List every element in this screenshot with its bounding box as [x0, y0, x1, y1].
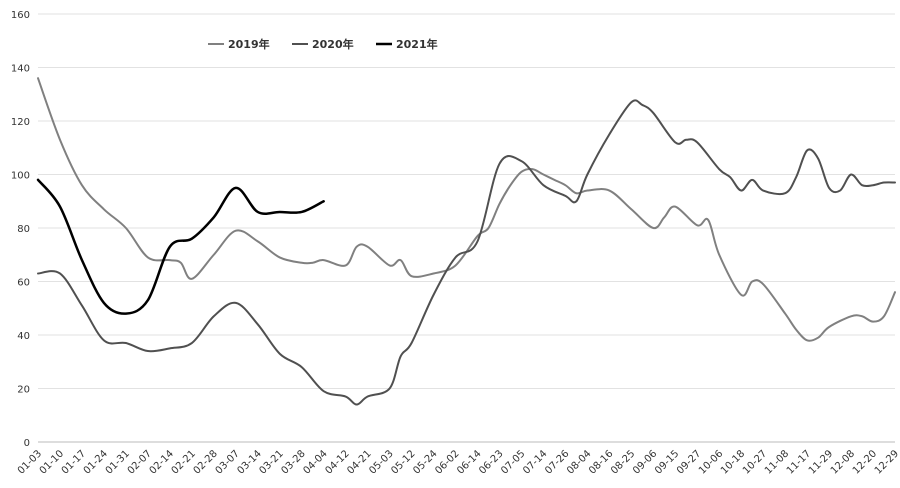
y-tick-label: 80 [17, 224, 30, 235]
x-tick-label: 04-04 [301, 448, 329, 476]
y-tick-label: 100 [11, 171, 30, 182]
x-tick-label: 01-24 [82, 448, 110, 476]
x-tick-label: 05-12 [389, 448, 417, 476]
x-tick-label: 12-08 [829, 448, 857, 476]
x-tick-label: 01-31 [104, 448, 132, 476]
y-tick-label: 20 [17, 385, 30, 396]
x-tick-label: 11-29 [807, 448, 835, 476]
gridlines [38, 13, 895, 443]
x-tick-label: 03-14 [236, 448, 264, 476]
x-tick-label: 10-27 [741, 448, 769, 476]
legend-label: 2020年 [312, 37, 354, 51]
x-tick-label: 05-03 [367, 448, 395, 476]
legend: 2019年 2020年 2021年 [208, 37, 438, 51]
x-tick-label: 01-10 [38, 448, 66, 476]
x-tick-label: 02-07 [126, 448, 154, 476]
x-tick-label: 10-06 [697, 448, 725, 476]
x-tick-label: 08-25 [609, 448, 637, 476]
x-tick-label: 12-20 [851, 448, 879, 476]
series-line [36, 178, 325, 315]
x-tick-label: 06-14 [455, 448, 483, 476]
x-tick-label: 07-26 [543, 448, 571, 476]
x-tick-label: 02-21 [170, 448, 198, 476]
series-lines [36, 77, 896, 406]
x-tick-label: 05-24 [411, 448, 439, 476]
x-tick-label: 03-07 [214, 448, 242, 476]
x-tick-label: 09-06 [631, 448, 659, 476]
y-tick-label: 40 [17, 331, 30, 342]
x-tick-label: 03-21 [258, 448, 286, 476]
x-tick-label: 04-12 [323, 448, 351, 476]
series-line [37, 77, 896, 342]
series-line [37, 99, 896, 406]
x-tick-label: 01-03 [16, 448, 44, 476]
x-tick-label: 09-15 [653, 448, 681, 476]
y-tick-label: 120 [11, 117, 30, 128]
x-tick-label: 02-14 [148, 448, 176, 476]
y-tick-label: 60 [17, 278, 30, 289]
y-axis-ticks: 0 20 40 60 80 100 120 140 160 [11, 10, 30, 449]
x-tick-label: 10-18 [719, 448, 747, 476]
x-tick-label: 06-23 [477, 448, 505, 476]
x-tick-label: 01-17 [60, 448, 88, 476]
legend-label: 2021年 [396, 37, 438, 51]
x-tick-label: 04-21 [345, 448, 373, 476]
x-tick-label: 11-08 [763, 448, 791, 476]
x-tick-label: 12-29 [873, 448, 900, 476]
x-tick-label: 08-04 [565, 448, 593, 476]
y-tick-label: 160 [11, 10, 30, 21]
legend-label: 2019年 [228, 37, 270, 51]
x-tick-label: 09-27 [675, 448, 703, 476]
x-tick-label: 07-14 [521, 448, 549, 476]
x-tick-label: 08-16 [587, 448, 615, 476]
y-tick-label: 140 [11, 64, 30, 75]
x-tick-label: 11-17 [785, 448, 813, 476]
x-tick-label: 03-28 [279, 448, 307, 476]
x-tick-label: 06-02 [433, 448, 461, 476]
x-axis-ticks: 01-0301-1001-1701-2401-3102-0702-1402-21… [16, 448, 900, 476]
x-tick-label: 02-28 [192, 448, 220, 476]
y-tick-label: 0 [24, 438, 30, 449]
x-tick-label: 07-05 [499, 448, 527, 476]
